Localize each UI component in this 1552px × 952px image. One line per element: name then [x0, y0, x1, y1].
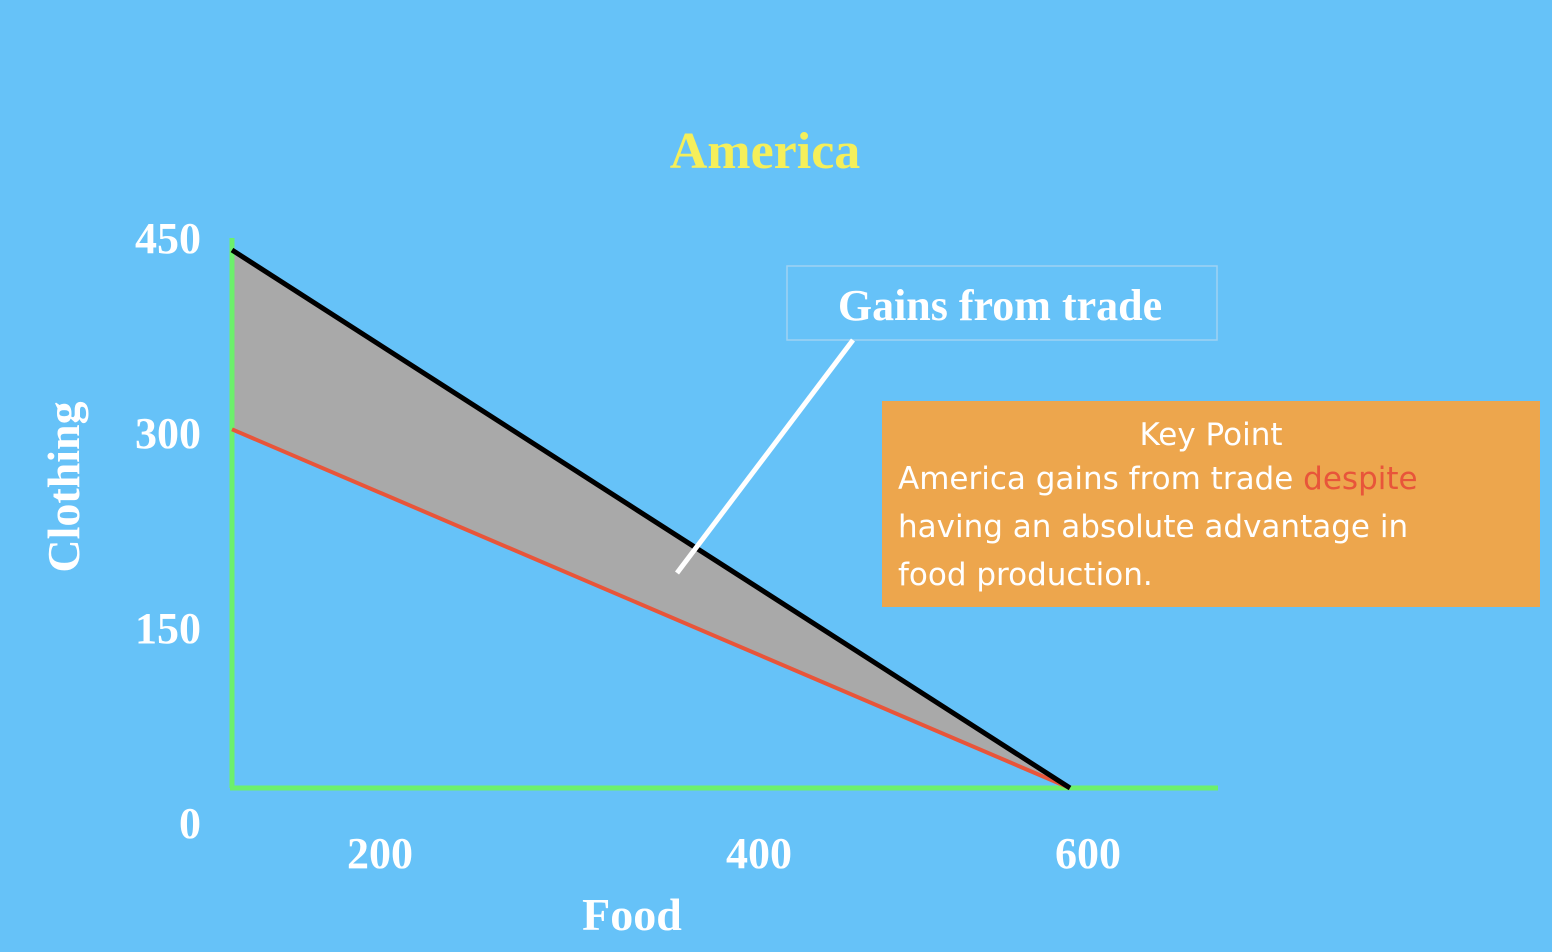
key-point-box: Key Point America gains from trade despi… [882, 401, 1540, 607]
key-point-line-3: food production. [898, 557, 1153, 593]
x-tick-label: 200 [347, 829, 413, 878]
x-tick-label: 600 [1055, 829, 1121, 878]
key-point-title: Key Point [1139, 417, 1283, 453]
annotation-pointer [675, 338, 855, 575]
series-line-before-trade [231, 427, 1071, 790]
x-tick-label: 400 [726, 829, 792, 878]
key-point-line-2: having an absolute advantage in [898, 509, 1409, 545]
key-point-line-1: America gains from trade despite [898, 455, 1524, 503]
y-tick-label: 300 [135, 409, 201, 458]
y-axis-label: Clothing [38, 401, 89, 572]
series-line-after-trade [230, 247, 1072, 791]
y-tick-label: 450 [135, 214, 201, 263]
y-tick-label: 0 [179, 799, 201, 848]
key-point-text: America gains from trade [898, 461, 1304, 497]
annotation-box [786, 265, 1218, 341]
chart-title: America [670, 123, 861, 180]
x-tick-labels: 200 400 600 [347, 829, 1121, 878]
annotation-label: Gains from trade [838, 281, 1162, 330]
y-tick-labels: 0 150 300 450 [135, 214, 201, 848]
x-axis-label: Food [582, 889, 682, 940]
key-point-highlight: despite [1303, 461, 1418, 497]
y-tick-label: 150 [135, 604, 201, 653]
